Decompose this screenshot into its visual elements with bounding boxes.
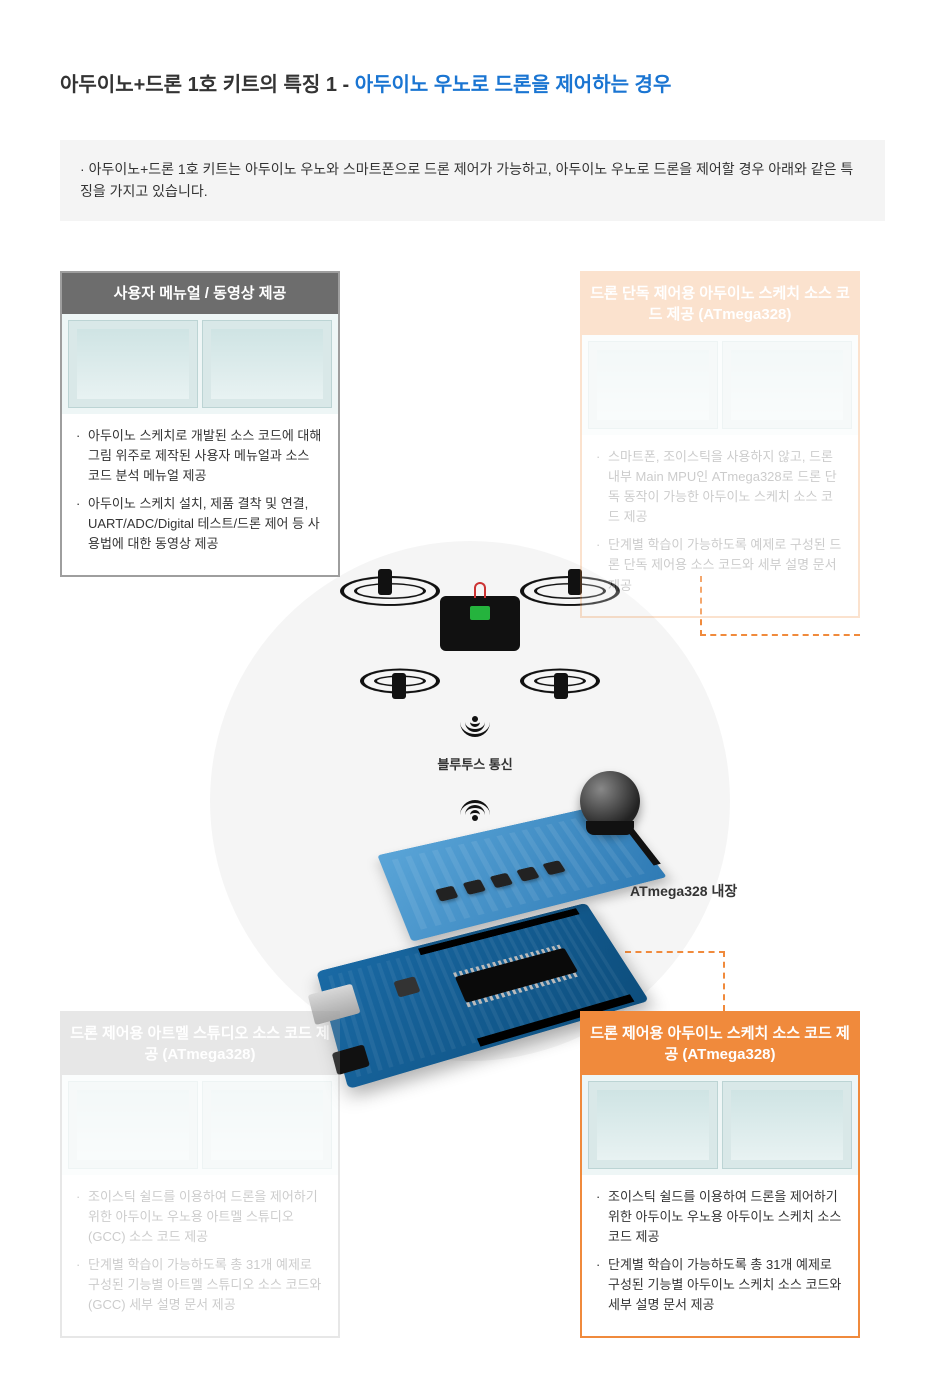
card-bullet: 아두이노 스케치 설치, 제품 결착 및 연결, UART/ADC/Digita…	[76, 494, 324, 554]
bluetooth-label: 블루투스 통신	[410, 755, 540, 775]
card-body: 조이스틱 쉴드를 이용하여 드론을 제어하기 위한 아두이노 우노용 아두이노 …	[582, 1175, 858, 1336]
reset-button	[393, 976, 420, 997]
card-thumbnails	[62, 1075, 338, 1175]
card-thumbnails	[62, 314, 338, 414]
wifi-up-icon	[455, 716, 495, 756]
card-bullet: 단계별 학습이 가능하도록 예제로 구성된 드론 단독 제어용 소스 코드와 세…	[596, 535, 844, 595]
card-thumbnails	[582, 335, 858, 435]
drone-motor	[392, 673, 406, 699]
card-bullet: 스마트폰, 조이스틱을 사용하지 않고, 드론 내부 Main MPU인 ATm…	[596, 447, 844, 528]
card-bullet: 단계별 학습이 가능하도록 총 31개 예제로 구성된 기능별 아두이노 스케치…	[596, 1255, 844, 1315]
card-bullet: 단계별 학습이 가능하도록 총 31개 예제로 구성된 기능별 아트멜 스튜디오…	[76, 1255, 324, 1315]
card-thumbnails	[582, 1075, 858, 1175]
drone-body	[440, 596, 520, 651]
feature-card-top-left: 사용자 메뉴얼 / 동영상 제공아두이노 스케치로 개발된 소스 코드에 대해 …	[60, 271, 340, 577]
feature-card-top-right: 드론 단독 제어용 아두이노 스케치 소스 코드 제공 (ATmega328) 스…	[580, 271, 860, 618]
drone-wire	[474, 582, 486, 598]
feature-card-bottom-left: 드론 제어용 아트멜 스튜디오 소스 코드 제공 (ATmega328) 조이스틱…	[60, 1011, 340, 1338]
shield-buttons	[435, 860, 566, 901]
card-body: 스마트폰, 조이스틱을 사용하지 않고, 드론 내부 Main MPU인 ATm…	[582, 435, 858, 616]
card-header: 드론 단독 제어용 아두이노 스케치 소스 코드 제공 (ATmega328)	[582, 273, 858, 335]
card-bullet: 조이스틱 쉴드를 이용하여 드론을 제어하기 위한 아두이노 우노용 아두이노 …	[596, 1187, 844, 1247]
atmega-chip	[455, 948, 578, 1003]
card-header: 드론 제어용 아트멜 스튜디오 소스 코드 제공 (ATmega328)	[62, 1013, 338, 1075]
joystick-knob	[580, 771, 640, 831]
atmega-label: ATmega328 내장	[630, 881, 737, 902]
feature-card-bottom-right: 드론 제어용 아두이노 스케치 소스 코드 제공 (ATmega328) 조이스틱…	[580, 1011, 860, 1338]
card-bullet: 조이스틱 쉴드를 이용하여 드론을 제어하기 위한 아두이노 우노용 아트멜 스…	[76, 1187, 324, 1247]
drone-motor	[378, 569, 392, 595]
intro-text: 아두이노+드론 1호 키트는 아두이노 우노와 스마트폰으로 드론 제어가 가능…	[80, 161, 853, 199]
card-bullet: 아두이노 스케치로 개발된 소스 코드에 대해 그림 위주로 제작된 사용자 메…	[76, 426, 324, 486]
title-prefix: 아두이노+드론 1호 키트의 특징 1 -	[60, 74, 355, 96]
card-header: 사용자 메뉴얼 / 동영상 제공	[62, 273, 338, 314]
card-body: 아두이노 스케치로 개발된 소스 코드에 대해 그림 위주로 제작된 사용자 메…	[62, 414, 338, 575]
drone-figure	[350, 551, 610, 701]
intro-box: 아두이노+드론 1호 키트는 아두이노 우노와 스마트폰으로 드론 제어가 가능…	[60, 140, 885, 221]
page-title: 아두이노+드론 1호 키트의 특징 1 - 아두이노 우노로 드론을 제어하는 …	[60, 70, 885, 100]
card-header: 드론 제어용 아두이노 스케치 소스 코드 제공 (ATmega328)	[582, 1013, 858, 1075]
title-accent: 아두이노 우노로 드론을 제어하는 경우	[355, 74, 672, 96]
diagram-area: 사용자 메뉴얼 / 동영상 제공아두이노 스케치로 개발된 소스 코드에 대해 …	[60, 271, 885, 1321]
drone-motor	[554, 673, 568, 699]
card-body: 조이스틱 쉴드를 이용하여 드론을 제어하기 위한 아두이노 우노용 아트멜 스…	[62, 1175, 338, 1336]
